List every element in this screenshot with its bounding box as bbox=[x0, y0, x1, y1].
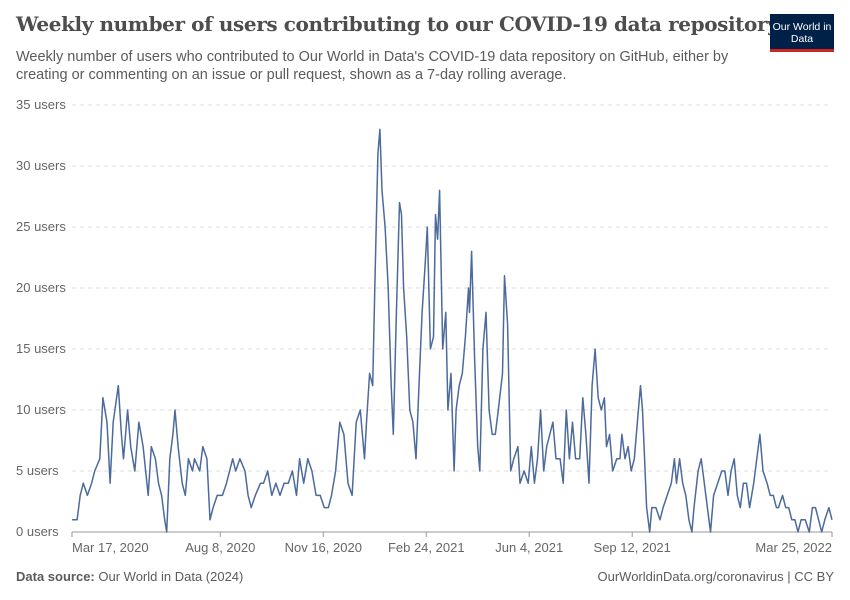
x-tick-label: Sep 12, 2021 bbox=[594, 540, 671, 555]
chart-title: Weekly number of users contributing to o… bbox=[16, 12, 779, 36]
url-license[interactable]: OurWorldinData.org/coronavirus | CC BY bbox=[597, 569, 834, 584]
y-tick-label: 20 users bbox=[16, 280, 66, 295]
y-tick-label: 25 users bbox=[16, 219, 66, 234]
x-tick-label: Feb 24, 2021 bbox=[388, 540, 465, 555]
owid-logo[interactable]: Our World in Data bbox=[770, 14, 834, 52]
y-tick-label: 35 users bbox=[16, 97, 66, 112]
x-tick-label: Mar 25, 2022 bbox=[755, 540, 832, 555]
y-tick-label: 30 users bbox=[16, 158, 66, 173]
x-tick-label: Aug 8, 2020 bbox=[185, 540, 255, 555]
data-source-link[interactable]: Our World in Data (2024) bbox=[98, 569, 244, 584]
y-tick-label: 15 users bbox=[16, 341, 66, 356]
x-tick-label: Nov 16, 2020 bbox=[285, 540, 362, 555]
x-tick-label: Jun 4, 2021 bbox=[495, 540, 563, 555]
series-line bbox=[72, 128, 833, 533]
y-tick-label: 5 users bbox=[16, 463, 59, 478]
x-tick-label: Mar 17, 2020 bbox=[72, 540, 149, 555]
chart-subtitle: Weekly number of users who contributed t… bbox=[16, 49, 729, 83]
data-source: Data source: Our World in Data (2024) bbox=[16, 569, 243, 584]
y-tick-label: 10 users bbox=[16, 402, 66, 417]
y-tick-label: 0 users bbox=[16, 524, 59, 539]
data-source-label: Data source: bbox=[16, 569, 95, 584]
